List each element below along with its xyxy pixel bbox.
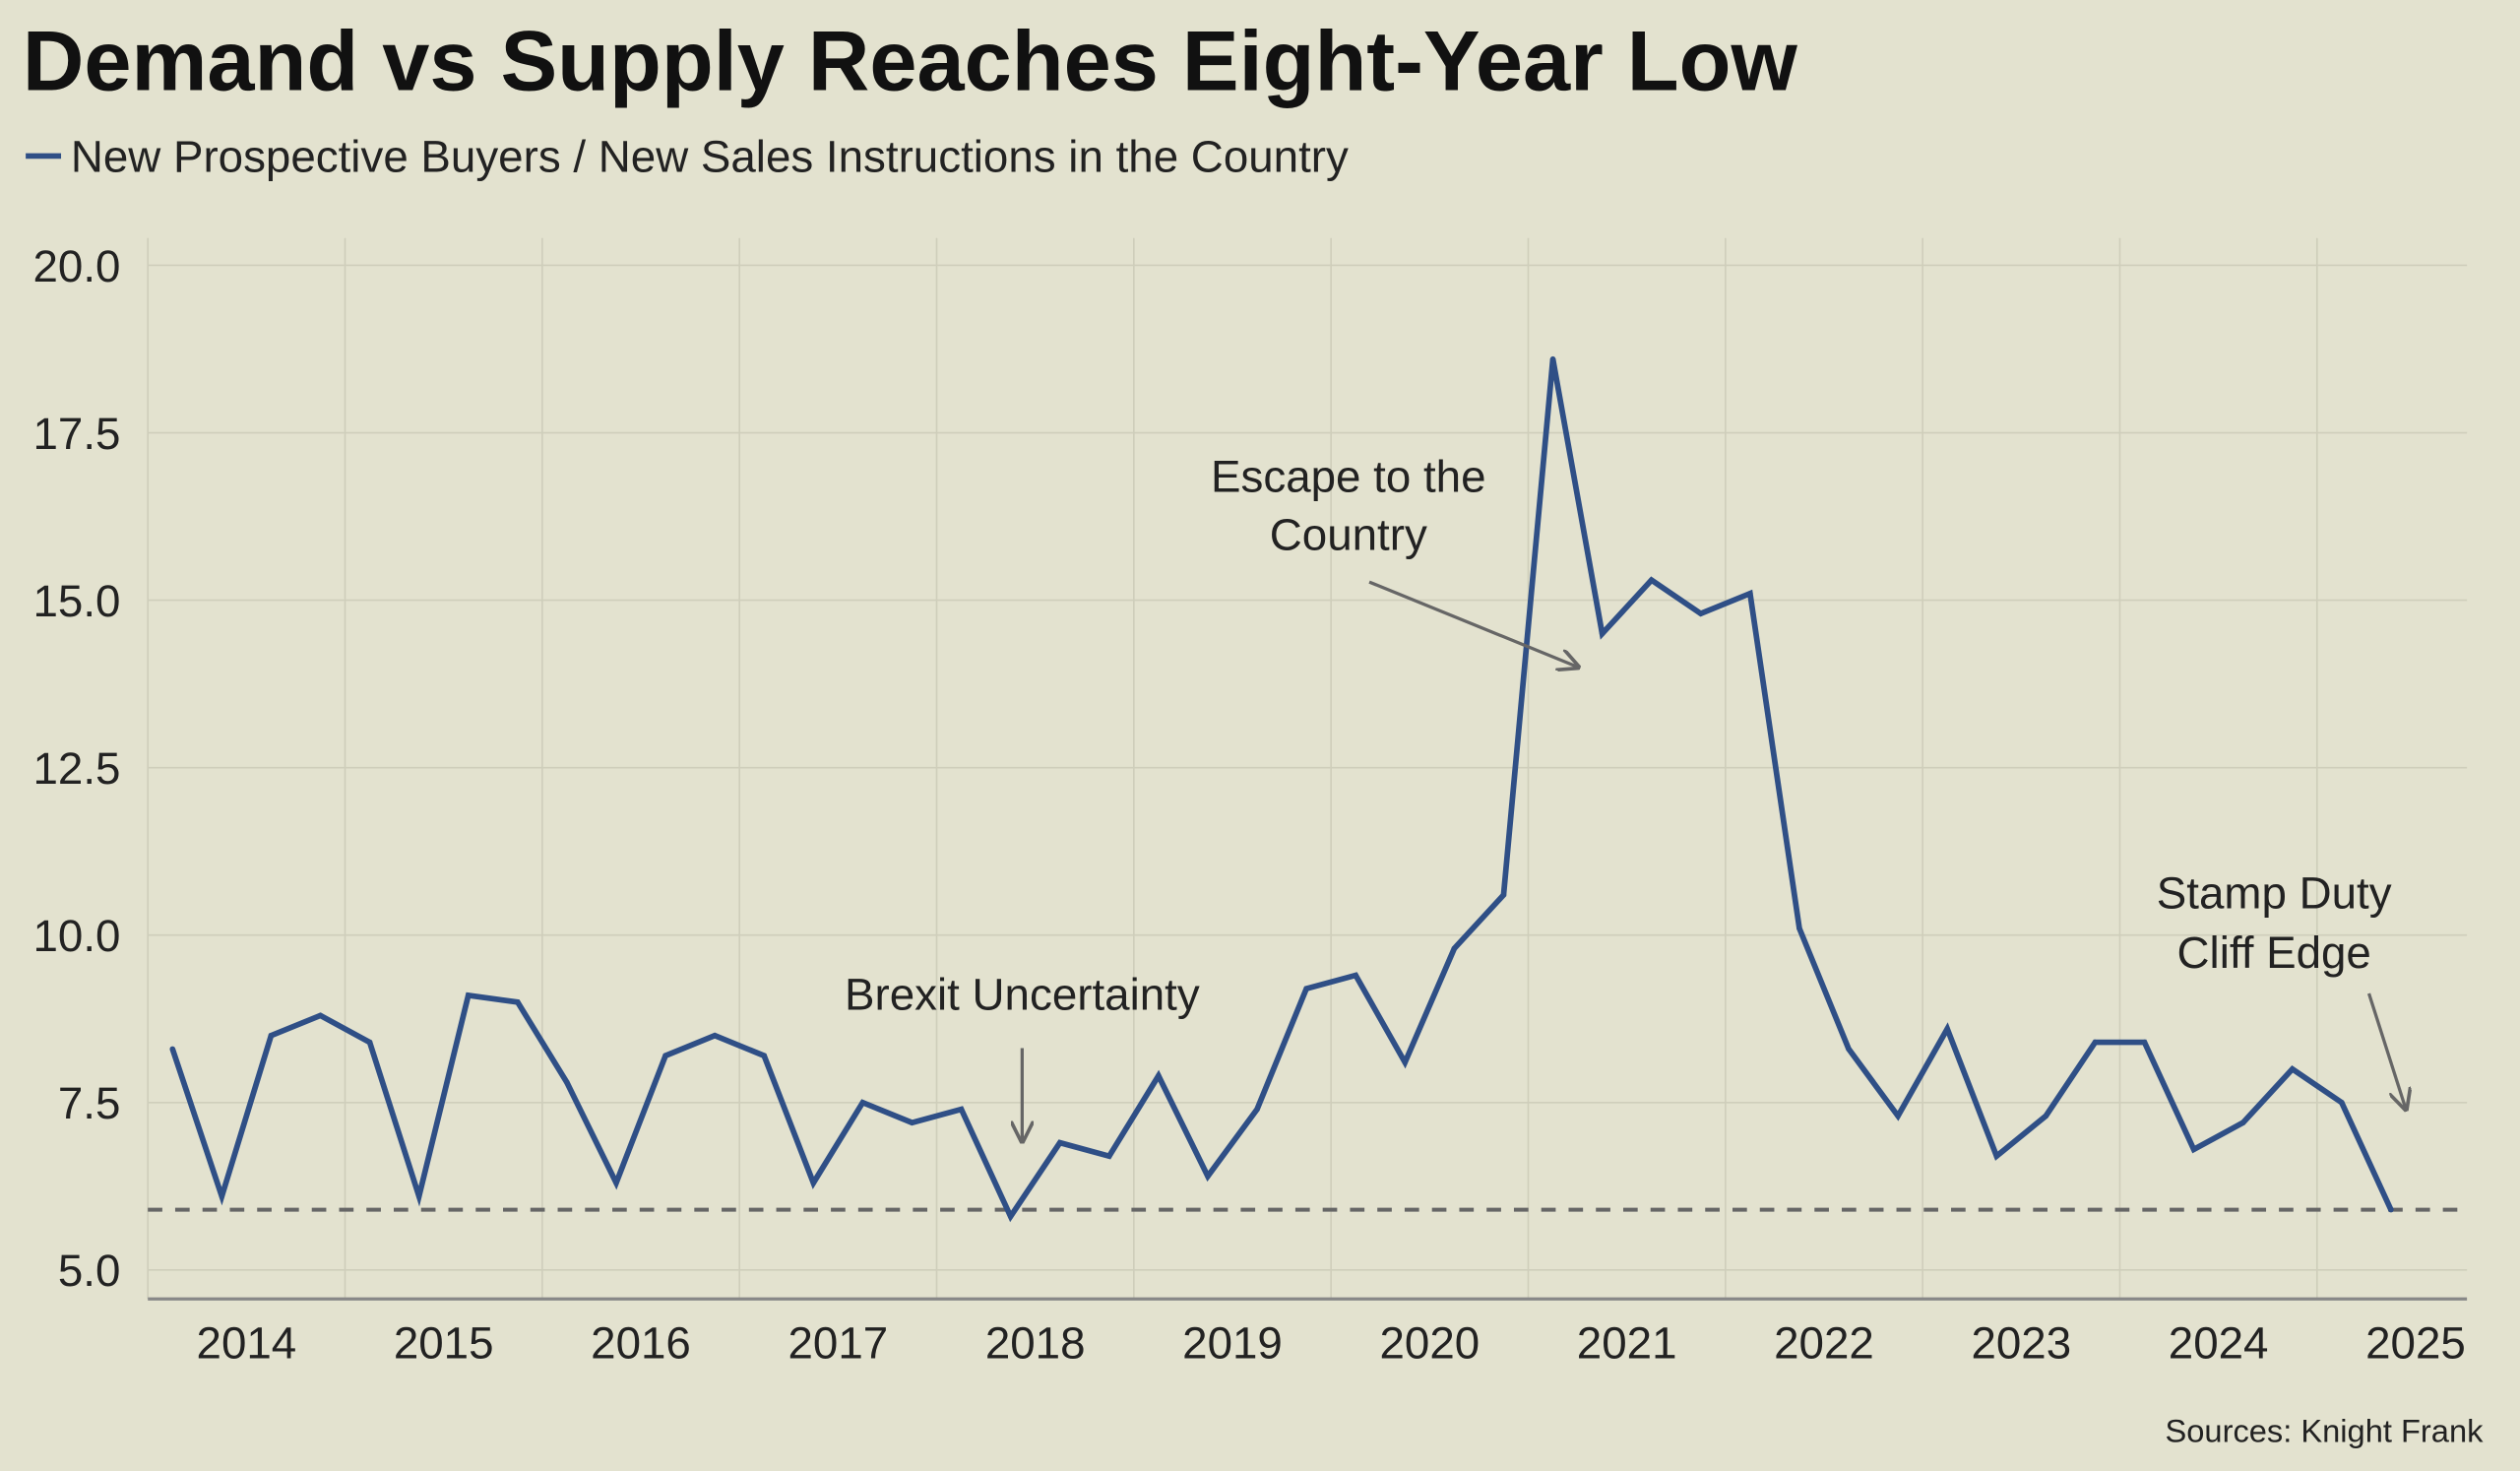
data-point (613, 1180, 619, 1186)
y-axis: 5.0 7.5 10.0 12.5 15.0 17.5 20.0 (32, 241, 120, 1296)
data-point (2239, 1119, 2246, 1125)
data-point (1451, 945, 1458, 952)
y-tick-label: 10.0 (32, 911, 120, 961)
data-point (515, 998, 521, 1005)
chart-title: Demand vs Supply Reaches Eight-Year Low (23, 14, 1798, 108)
data-point (958, 1106, 965, 1113)
x-tick-label: 2019 (1182, 1318, 1283, 1369)
data-point (219, 1193, 225, 1199)
data-point (1549, 355, 1556, 362)
data-point (761, 1053, 767, 1058)
data-point (317, 1012, 324, 1019)
data-points (169, 355, 2394, 1220)
data-point (169, 1046, 176, 1053)
x-tick-label: 2022 (1774, 1318, 1874, 1369)
data-point (2339, 1100, 2345, 1106)
x-tick-label: 2024 (2169, 1318, 2269, 1369)
y-tick-label: 20.0 (32, 241, 120, 291)
data-point (1156, 1072, 1162, 1079)
data-point (1747, 591, 1753, 597)
x-tick-label: 2021 (1577, 1318, 1677, 1369)
data-point (1254, 1106, 1260, 1113)
data-point (1846, 1046, 1852, 1053)
annotation-text: Country (1270, 509, 1427, 559)
x-tick-label: 2014 (197, 1318, 297, 1369)
data-point (1698, 610, 1704, 616)
y-tick-label: 7.5 (58, 1078, 121, 1128)
data-point (1944, 1026, 1950, 1032)
data-point (1895, 1113, 1901, 1119)
data-point (1056, 1139, 1063, 1146)
data-point (810, 1180, 817, 1186)
x-tick-label: 2025 (2365, 1318, 2466, 1369)
annotation-arrow (2366, 992, 2407, 1110)
data-point (2092, 1039, 2099, 1046)
x-tick-label: 2015 (394, 1318, 494, 1369)
data-point (2190, 1146, 2197, 1153)
data-point (1500, 892, 1507, 898)
data-point (2388, 1206, 2394, 1213)
series-line (169, 358, 2394, 1223)
x-axis: 2014 2015 2016 2017 2018 2019 2020 2021 2022 2023… (197, 1318, 2466, 1369)
annotation-text: Brexit Uncertainty (845, 969, 1200, 1019)
annotation-arrow (1368, 580, 1578, 668)
annotation-text: Escape to the (1211, 452, 1486, 502)
data-point (1353, 972, 1358, 979)
annotation-text: Stamp Duty (2157, 868, 2392, 919)
data-point (2141, 1039, 2148, 1046)
data-point (662, 1053, 668, 1058)
x-tick-label: 2023 (1971, 1318, 2071, 1369)
data-point (1106, 1153, 1112, 1159)
x-tick-label: 2018 (985, 1318, 1086, 1369)
data-point (909, 1119, 915, 1125)
data-point (366, 1039, 373, 1046)
y-tick-label: 5.0 (58, 1246, 121, 1296)
gridlines (147, 237, 2468, 1300)
data-point (859, 1100, 866, 1106)
x-tick-label: 2016 (591, 1318, 691, 1369)
x-tick-label: 2020 (1379, 1318, 1480, 1369)
source-note: Sources: Knight Frank (2166, 1413, 2485, 1449)
data-point (1303, 986, 1309, 991)
x-tick-label: 2017 (788, 1318, 889, 1369)
annotation-stamp-duty-cliff-edge: Stamp Duty Cliff Edge (2157, 868, 2406, 1110)
data-point (712, 1032, 718, 1039)
annotation-brexit-uncertainty: Brexit Uncertainty (845, 969, 1200, 1141)
annotation-escape-to-the-country: Escape to the Country (1211, 452, 1578, 668)
y-tick-label: 15.0 (32, 576, 120, 626)
data-point (1993, 1153, 2000, 1159)
data-point (2043, 1113, 2049, 1119)
data-point (564, 1079, 570, 1086)
data-point (1205, 1173, 1211, 1180)
annotation-text: Cliff Edge (2177, 927, 2371, 978)
data-point (465, 992, 472, 998)
data-point (1007, 1213, 1014, 1220)
legend-label: New Prospective Buyers / New Sales Instr… (71, 132, 1349, 182)
data-point (1599, 630, 1606, 637)
data-point (2289, 1066, 2296, 1072)
data-point (1648, 577, 1655, 583)
data-point (268, 1032, 275, 1039)
y-tick-label: 17.5 (32, 409, 120, 459)
data-point (415, 1193, 422, 1199)
data-point (1402, 1059, 1409, 1065)
y-tick-label: 12.5 (32, 743, 120, 794)
data-point (1796, 926, 1802, 931)
